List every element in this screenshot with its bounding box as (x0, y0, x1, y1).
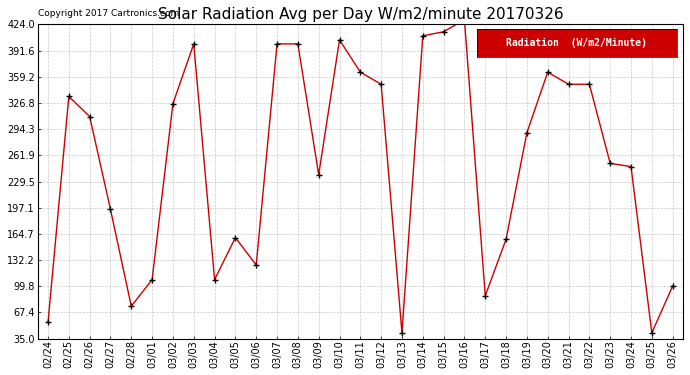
Text: Copyright 2017 Cartronics.com: Copyright 2017 Cartronics.com (37, 9, 179, 18)
Title: Solar Radiation Avg per Day W/m2/minute 20170326: Solar Radiation Avg per Day W/m2/minute … (157, 7, 563, 22)
